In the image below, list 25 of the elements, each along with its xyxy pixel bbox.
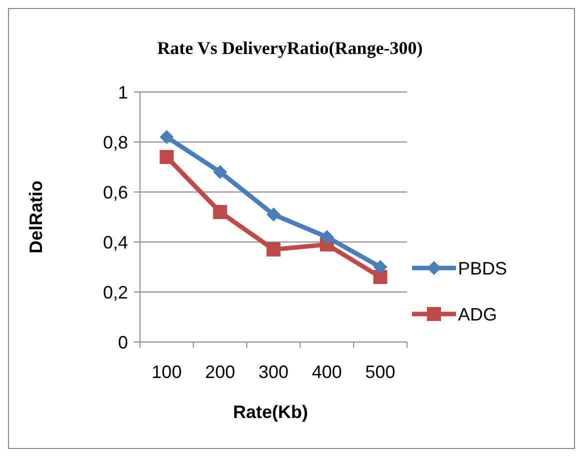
x-tick-label: 300 <box>258 362 289 382</box>
legend-label: PBDS <box>458 258 508 278</box>
x-tick-label: 400 <box>312 362 342 382</box>
y-tick-label: 0 <box>118 332 128 352</box>
point <box>373 260 388 274</box>
point <box>320 230 334 244</box>
y-axis-title: DelRatio <box>26 180 46 254</box>
chart-title: Rate Vs DeliveryRatio(Range-300) <box>157 38 423 58</box>
y-tick-label: 0,4 <box>102 232 128 252</box>
x-axis-title: Rate(Kb) <box>233 402 308 422</box>
point <box>160 150 174 164</box>
point <box>213 205 228 219</box>
point <box>213 165 228 179</box>
y-tick-label: 0,2 <box>102 282 128 302</box>
point <box>160 130 174 144</box>
x-tick-label: 500 <box>365 362 396 382</box>
legend-label: ADG <box>458 304 498 324</box>
point <box>266 242 280 256</box>
y-tick-label: 1 <box>118 82 128 102</box>
point <box>373 270 388 284</box>
point <box>266 208 280 222</box>
x-tick-label: 100 <box>152 362 182 382</box>
y-tick-label: 0,6 <box>102 182 128 202</box>
y-tick-label: 0,8 <box>102 132 128 152</box>
x-tick-label: 200 <box>205 362 236 382</box>
